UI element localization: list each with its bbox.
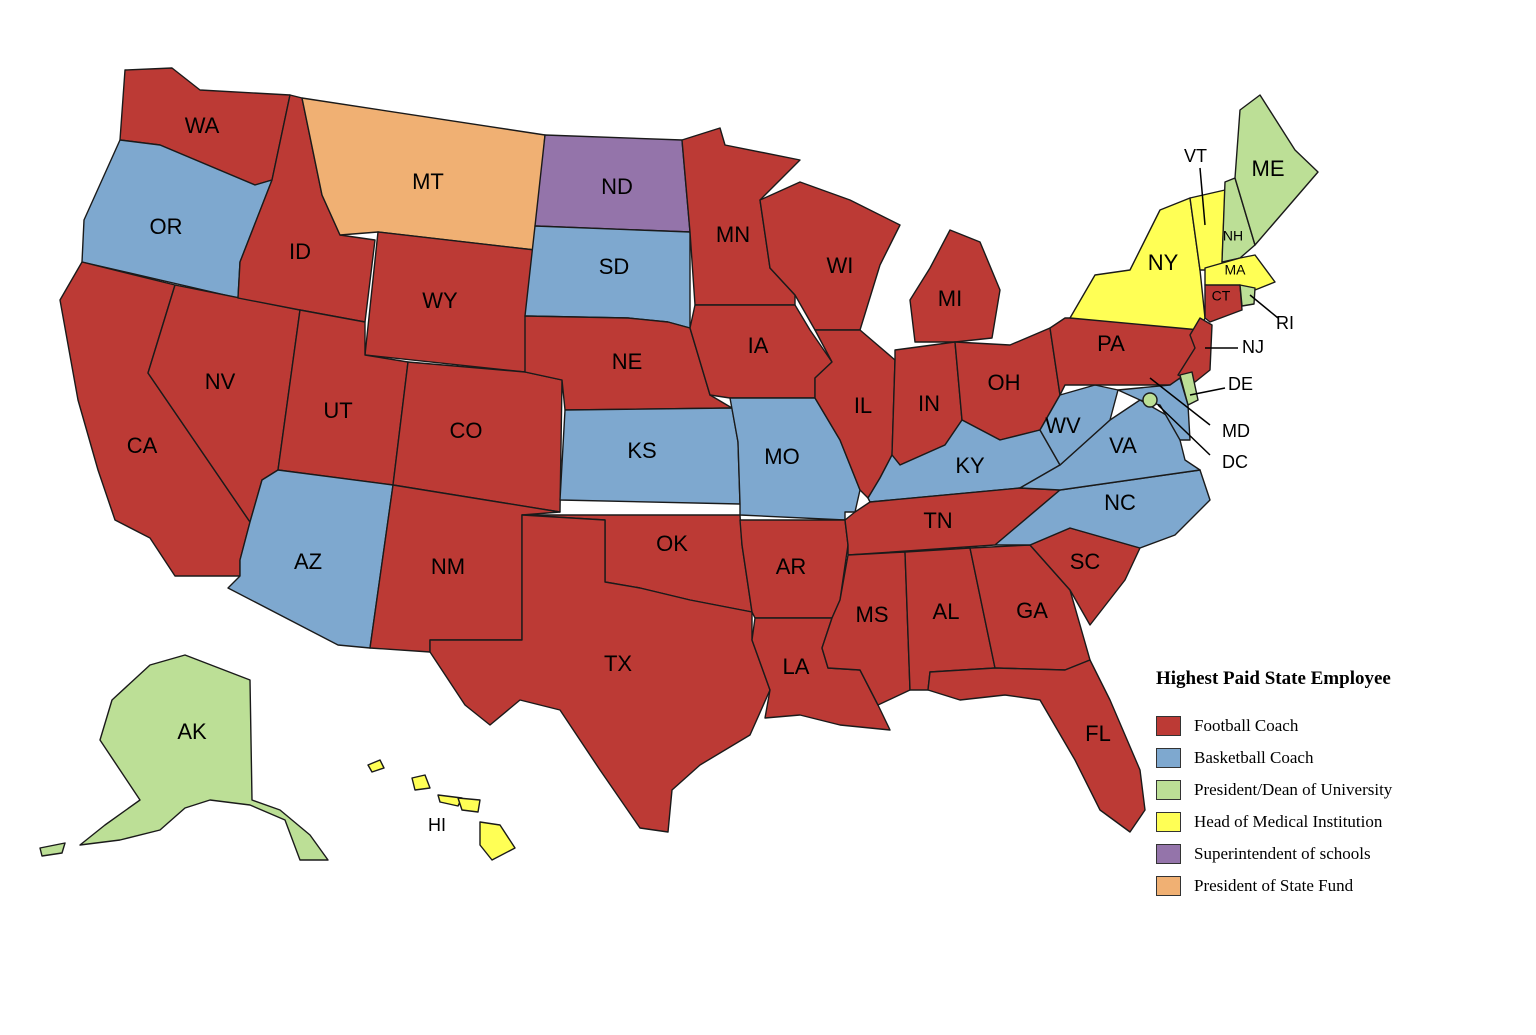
label-nm: NM [431, 554, 465, 579]
legend-item-president[interactable]: President/Dean of University [1156, 774, 1476, 806]
legend-title: Highest Paid State Employee [1156, 668, 1391, 689]
legend-swatch-superintendent [1156, 844, 1181, 864]
label-ky: KY [955, 453, 985, 478]
legend: Highest Paid State Employee Football Coa… [1156, 668, 1476, 902]
label-ak: AK [177, 719, 207, 744]
state-ak[interactable] [79, 654, 329, 861]
label-vt: VT [1184, 146, 1207, 166]
label-de: DE [1228, 374, 1253, 394]
label-me: ME [1252, 156, 1285, 181]
legend-item-basketball[interactable]: Basketball Coach [1156, 742, 1476, 774]
state-hi-island-4[interactable] [457, 797, 481, 813]
label-ct: CT [1212, 288, 1231, 304]
label-wv: WV [1045, 413, 1081, 438]
state-me[interactable] [1234, 94, 1319, 246]
label-dc: DC [1222, 452, 1248, 472]
legend-label-football: Football Coach [1194, 716, 1299, 735]
state-ri[interactable] [1239, 284, 1256, 307]
legend-item-superintendent[interactable]: Superintendent of schools [1156, 838, 1476, 870]
label-ma: MA [1225, 262, 1247, 278]
label-ks: KS [627, 438, 656, 463]
label-ga: GA [1016, 598, 1048, 623]
state-hi-island-3[interactable] [437, 794, 463, 807]
state-hi-island-1[interactable] [367, 759, 385, 773]
state-dc[interactable] [1142, 392, 1158, 408]
label-oh: OH [988, 370, 1021, 395]
label-in: IN [918, 391, 940, 416]
label-or: OR [150, 214, 183, 239]
label-ia: IA [748, 333, 769, 358]
legend-swatch-football [1156, 716, 1181, 736]
state-hi-island-5[interactable] [479, 821, 516, 861]
state-nh[interactable] [1221, 177, 1256, 263]
label-ok: OK [656, 531, 688, 556]
legend-label-statefund: President of State Fund [1194, 876, 1354, 895]
leader-lines [1149, 167, 1279, 456]
legend-label-superintendent: Superintendent of schools [1194, 844, 1371, 863]
label-hi: HI [428, 815, 446, 835]
label-pa: PA [1097, 331, 1125, 356]
label-nc: NC [1104, 490, 1136, 515]
label-nj: NJ [1242, 337, 1264, 357]
legend-items: Football Coach Basketball Coach Presiden… [1156, 710, 1476, 902]
state-wi[interactable] [759, 181, 901, 331]
label-nd: ND [601, 174, 633, 199]
legend-item-medical[interactable]: Head of Medical Institution [1156, 806, 1476, 838]
label-ut: UT [323, 398, 352, 423]
label-md: MD [1222, 421, 1250, 441]
label-mn: MN [716, 222, 750, 247]
legend-label-medical: Head of Medical Institution [1194, 812, 1383, 831]
label-ny: NY [1148, 250, 1179, 275]
label-tn: TN [923, 508, 952, 533]
label-mi: MI [938, 286, 962, 311]
legend-label-basketball: Basketball Coach [1194, 748, 1314, 767]
label-mt: MT [412, 169, 444, 194]
label-sc: SC [1070, 549, 1101, 574]
label-co: CO [450, 418, 483, 443]
state-mi[interactable] [909, 229, 1001, 343]
label-ca: CA [127, 433, 158, 458]
legend-label-president: President/Dean of University [1194, 780, 1393, 799]
legend-swatch-basketball [1156, 748, 1181, 768]
legend-item-football[interactable]: Football Coach [1156, 710, 1476, 742]
state-fl[interactable] [927, 659, 1146, 833]
state-ne[interactable] [524, 315, 733, 411]
label-il: IL [854, 393, 872, 418]
label-wy: WY [422, 288, 458, 313]
label-ar: AR [776, 554, 807, 579]
state-co[interactable] [392, 361, 563, 513]
label-ne: NE [612, 349, 643, 374]
state-ct[interactable] [1204, 284, 1243, 323]
label-tx: TX [604, 651, 632, 676]
label-nv: NV [205, 369, 236, 394]
label-va: VA [1109, 433, 1137, 458]
label-az: AZ [294, 549, 322, 574]
label-mo: MO [764, 444, 799, 469]
label-al: AL [933, 599, 960, 624]
legend-swatch-president [1156, 780, 1181, 800]
label-fl: FL [1085, 721, 1111, 746]
state-ny[interactable] [1069, 197, 1206, 331]
state-hi-island-2[interactable] [411, 774, 431, 791]
state-tx[interactable] [429, 514, 771, 833]
label-wa: WA [185, 113, 220, 138]
state-ak-island[interactable] [39, 842, 66, 857]
state-il[interactable] [814, 329, 896, 499]
legend-item-statefund[interactable]: President of State Fund [1156, 870, 1476, 902]
label-wi: WI [827, 253, 854, 278]
legend-swatch-medical [1156, 812, 1181, 832]
legend-swatch-statefund [1156, 876, 1181, 896]
label-ms: MS [856, 602, 889, 627]
label-la: LA [783, 654, 810, 679]
label-sd: SD [599, 254, 630, 279]
label-ri: RI [1276, 313, 1294, 333]
label-id: ID [289, 239, 311, 264]
label-nh: NH [1223, 228, 1243, 244]
